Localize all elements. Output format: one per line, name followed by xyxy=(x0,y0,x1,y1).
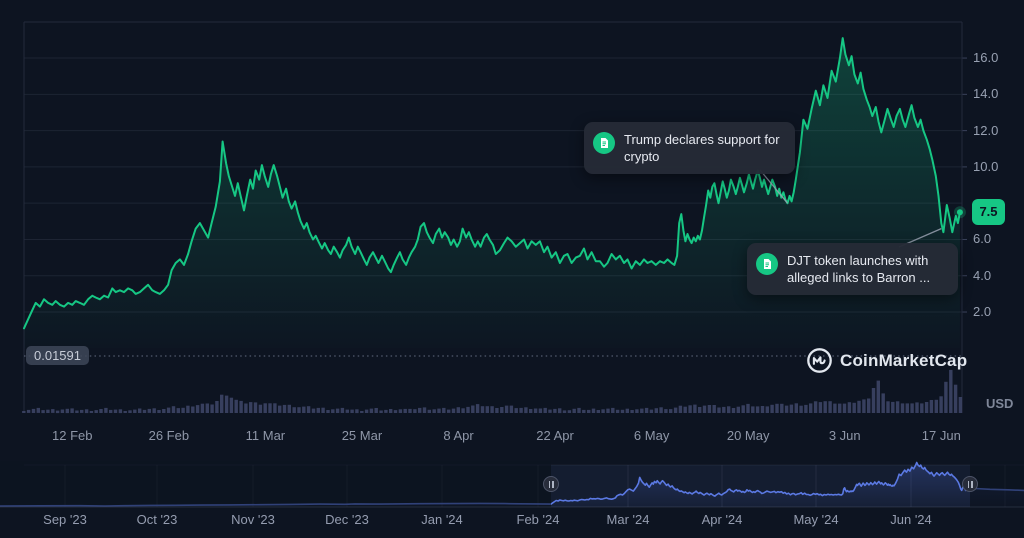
x-axis-tick-label: 12 Feb xyxy=(52,428,93,443)
y-axis-tick-label: 2.0 xyxy=(973,304,992,320)
volume-bars xyxy=(22,369,963,414)
minimap-month-label: May '24 xyxy=(793,512,839,527)
y-axis-tick-label: 12.0 xyxy=(973,122,999,138)
news-icon xyxy=(756,253,778,275)
annotation-text: DJT token launches with alleged links to… xyxy=(787,253,931,286)
minimap-month-label: Feb '24 xyxy=(516,512,560,527)
minimap-line xyxy=(0,461,1024,507)
minimap-month-label: Dec '23 xyxy=(325,512,369,527)
x-axis-tick-label: 22 Apr xyxy=(536,428,574,443)
price-line xyxy=(23,37,961,330)
y-axis-tick-label: 6.0 xyxy=(973,231,992,247)
minimap-month-label: Apr '24 xyxy=(701,512,743,527)
current-price-badge: 7.5 xyxy=(972,199,1005,225)
minimap-handle-left[interactable] xyxy=(543,476,559,492)
x-axis-tick-label: 25 Mar xyxy=(341,428,383,443)
last-price-dot xyxy=(956,209,963,216)
annotation-pointer-line xyxy=(759,169,789,204)
coinmarketcap-watermark: CoinMarketCap xyxy=(806,347,967,374)
minimap-month-label: Sep '23 xyxy=(43,512,87,527)
y-axis-tick-label: 14.0 xyxy=(973,86,999,102)
minimap-month-label: Mar '24 xyxy=(606,512,650,527)
minimap-month-label: Jun '24 xyxy=(890,512,932,527)
minimap-month-label: Oct '23 xyxy=(136,512,178,527)
x-axis-tick-label: 20 May xyxy=(726,428,770,443)
news-icon xyxy=(593,132,615,154)
annotation-text: Trump declares support for crypto xyxy=(624,132,780,165)
currency-unit-label: USD xyxy=(986,396,1014,411)
x-axis-tick-label: 17 Jun xyxy=(921,428,961,443)
price-area-fill xyxy=(24,38,960,348)
coinmarketcap-wordmark: CoinMarketCap xyxy=(840,350,968,370)
minimap[interactable] xyxy=(0,461,1024,508)
baseline-price-badge: 0.01591 xyxy=(26,346,89,365)
y-axis-tick-label: 4.0 xyxy=(973,267,992,283)
x-axis-tick-label: 6 May xyxy=(633,428,670,443)
minimap-handle-right[interactable] xyxy=(962,476,978,492)
y-axis-tick-label: 10.0 xyxy=(973,158,999,174)
x-axis-tick-label: 11 Mar xyxy=(245,428,286,443)
annotation-djt-launch[interactable]: DJT token launches with alleged links to… xyxy=(747,243,958,296)
x-axis-tick-label: 8 Apr xyxy=(443,428,474,443)
annotation-trump-support[interactable]: Trump declares support for crypto xyxy=(584,122,795,175)
minimap-month-label: Nov '23 xyxy=(231,512,275,527)
minimap-month-label: Jan '24 xyxy=(421,512,463,527)
x-axis-tick-label: 3 Jun xyxy=(828,428,861,443)
coinmarketcap-logo-icon xyxy=(806,347,833,374)
x-axis-tick-label: 26 Feb xyxy=(148,428,190,443)
y-axis-tick-label: 16.0 xyxy=(973,50,999,66)
